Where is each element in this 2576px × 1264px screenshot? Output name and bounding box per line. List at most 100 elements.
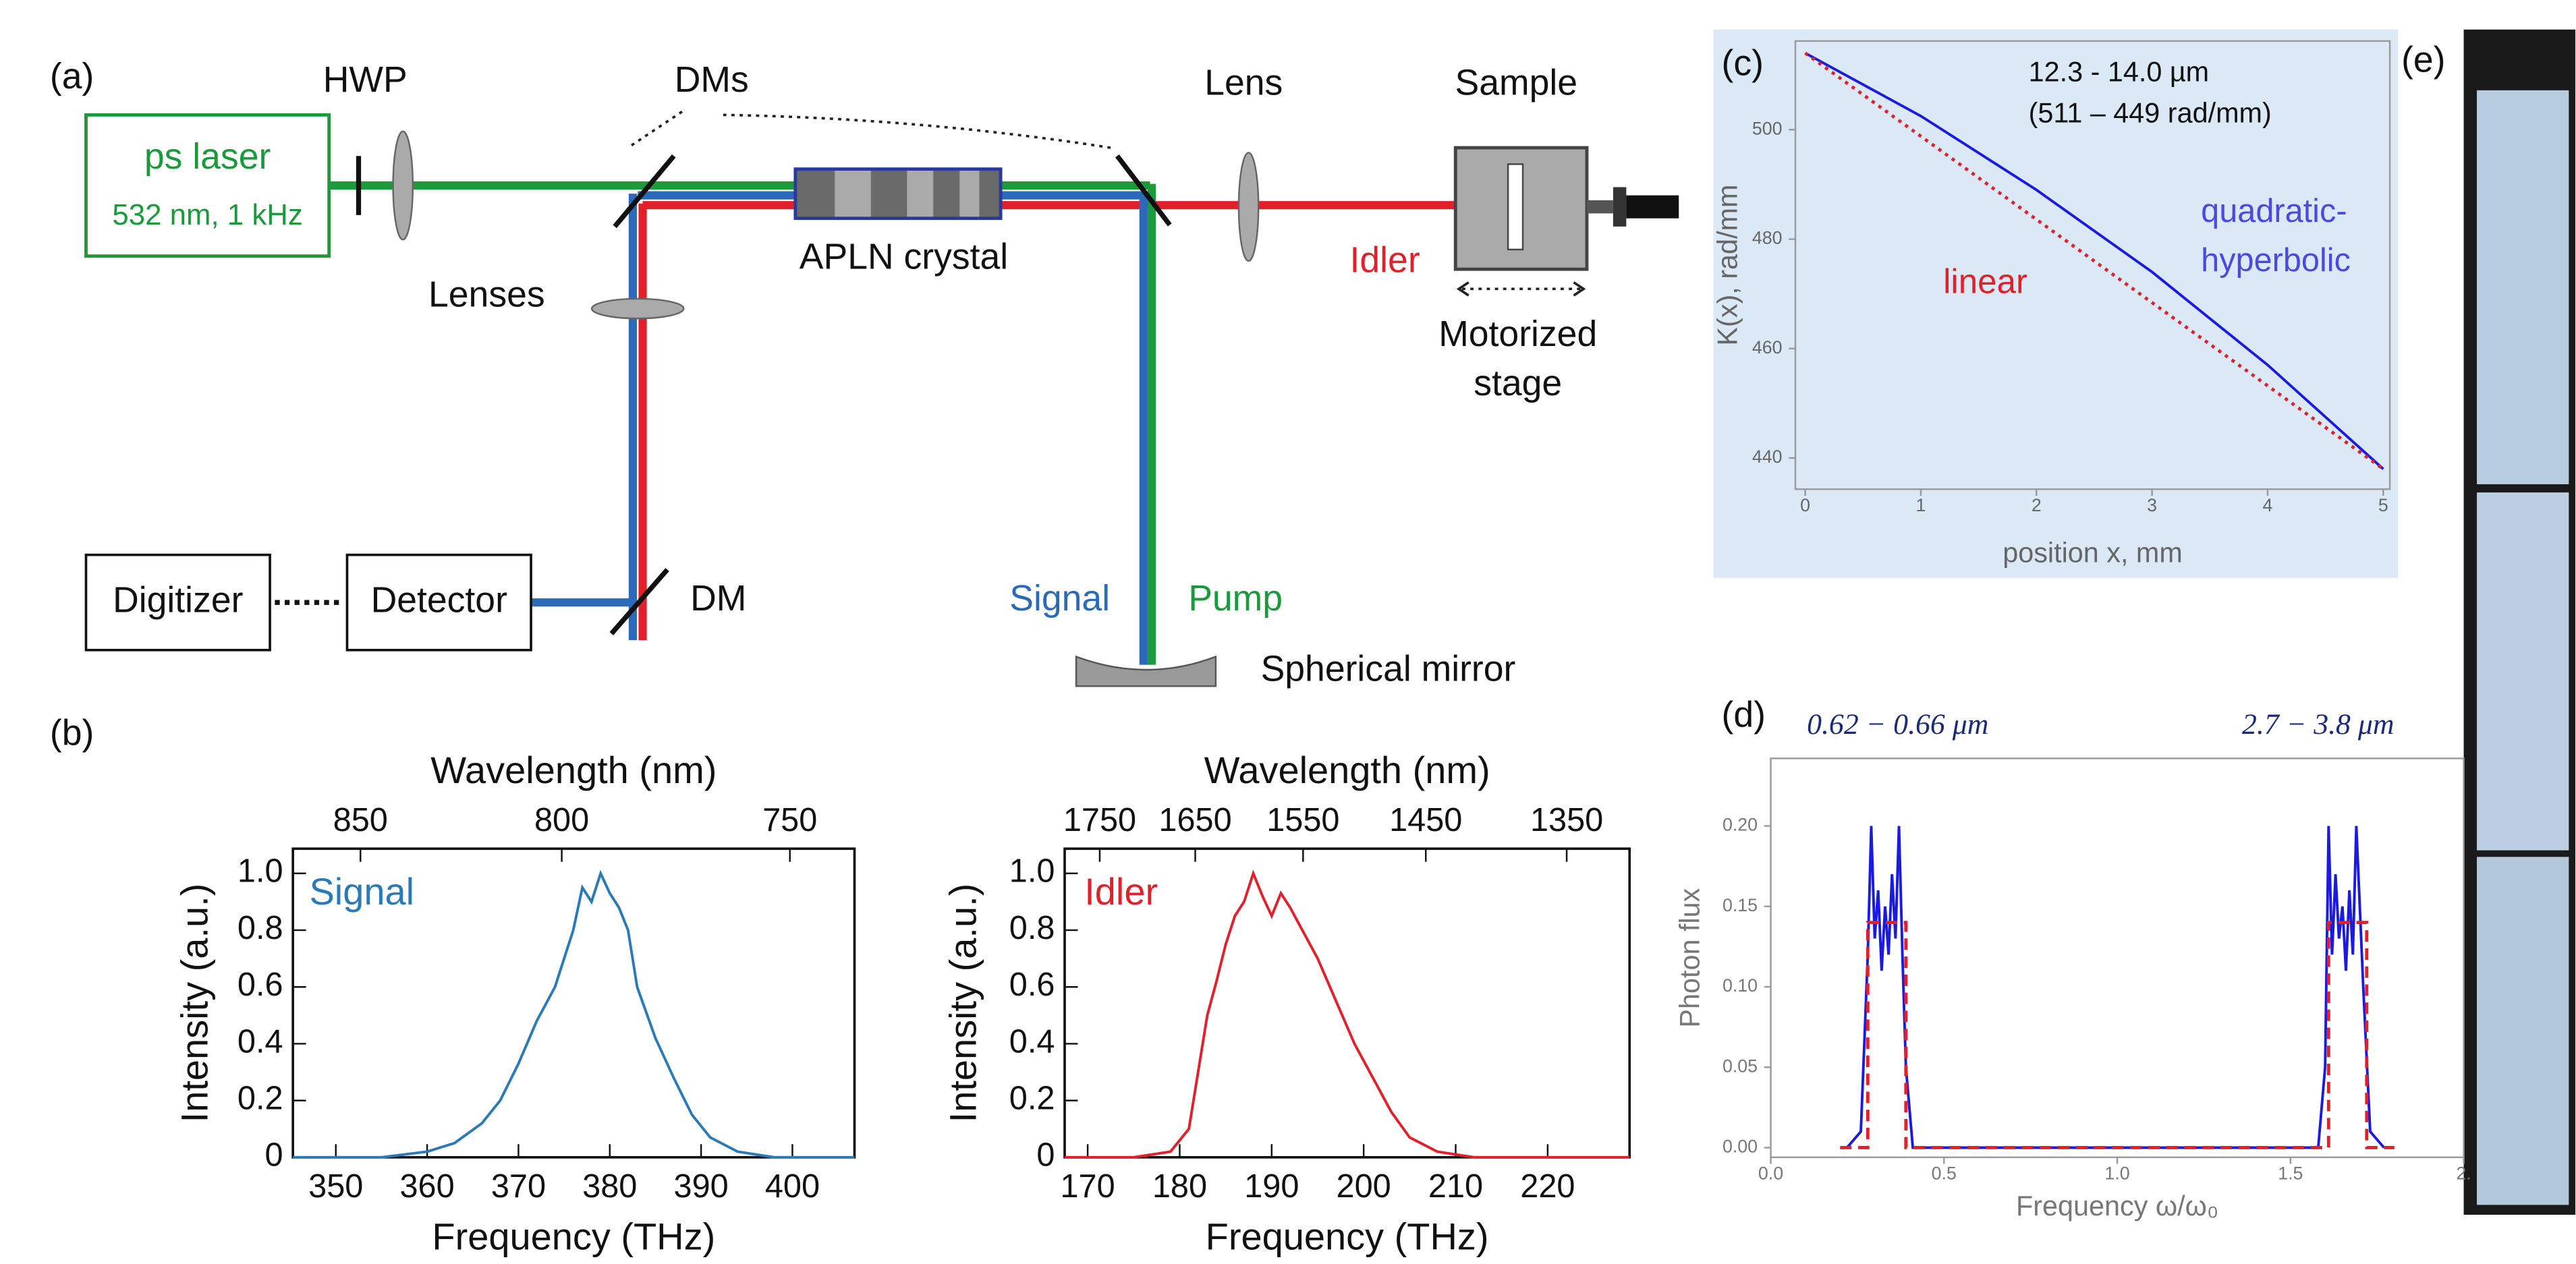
detector-box <box>345 553 532 652</box>
lens-label: Lens <box>1204 63 1283 103</box>
idler-label: Idler <box>1350 241 1420 281</box>
y-tick-label: 0.6 <box>1009 967 1055 1003</box>
annotation: Idler <box>1084 870 1158 913</box>
digitizer-label: Digitizer <box>113 580 243 620</box>
panel-label: (d) <box>1722 695 1766 735</box>
x2-tick-label: 1550 <box>1266 802 1339 838</box>
y-axis-label: Photon flux <box>1675 888 1706 1027</box>
chart: 0.00 0.05 0.10 0.15 0.20 0.0 0.5 1.0 1.5 2. Freque… <box>1675 695 2471 1222</box>
y-tick-label: 0.10 <box>1723 975 1758 996</box>
sample-photo <box>2463 29 2576 1215</box>
x2-tick-label: 800 <box>534 802 589 838</box>
digitizer-box <box>84 553 271 652</box>
lens <box>1237 152 1260 262</box>
panel-label: (b) <box>50 713 94 753</box>
y-tick-label: 0.8 <box>1009 910 1055 946</box>
x-tick-label: 5 <box>2378 495 2388 515</box>
y-tick-label: 1.0 <box>1009 853 1055 890</box>
series-line <box>1846 826 2385 1149</box>
laser-box <box>84 113 331 258</box>
x-tick-label: 360 <box>399 1168 454 1205</box>
dm-label: DM <box>690 579 746 619</box>
plot-background <box>1713 29 2399 578</box>
x-tick-label: 3 <box>2147 495 2157 515</box>
y-tick-label: 0.2 <box>1009 1080 1055 1116</box>
series-line <box>1840 921 2395 1149</box>
y-tick-label: 1.0 <box>237 853 283 890</box>
setup-diagram: (a) ps laser 532 nm, 1 kHz HWP DMs APLN … <box>50 57 1679 689</box>
y-tick-label: 500 <box>1752 118 1783 138</box>
annotation: 12.3 - 14.0 µm <box>2029 56 2210 87</box>
x-tick-label: 0.0 <box>1758 1163 1783 1183</box>
annotation: (511 – 449 rad/mm) <box>2029 97 2272 128</box>
stage-rod <box>1586 200 1613 214</box>
plot-frame <box>1770 757 2465 1159</box>
dms-label: DMs <box>675 60 749 100</box>
series-line <box>293 869 855 1159</box>
sample-label: Sample <box>1455 63 1578 103</box>
pointer <box>627 110 1111 149</box>
crystal-label: APLN crystal <box>800 237 1008 277</box>
sample <box>1507 163 1524 251</box>
mirror-label: Spherical mirror <box>1261 650 1516 689</box>
x2-tick-label: 1450 <box>1389 802 1462 838</box>
x-tick-label: 4 <box>2263 495 2273 515</box>
annotation: quadratic- <box>2201 193 2347 229</box>
pump-label: Pump <box>1188 579 1283 619</box>
y-tick-label: 460 <box>1752 337 1783 357</box>
stage-label: Motorized <box>1438 314 1597 354</box>
x-tick-label: 1.0 <box>2104 1163 2129 1183</box>
y-axis-label: Intensity (a.u.) <box>173 884 216 1123</box>
stage-label: stage <box>1474 364 1562 403</box>
series-line <box>1065 869 1630 1159</box>
plot-frame <box>291 847 856 1159</box>
y-tick-label: 0.4 <box>237 1023 283 1060</box>
x-axis-label: Frequency (THz) <box>1206 1215 1489 1257</box>
x2-tick-label: 1750 <box>1063 802 1136 838</box>
x-tick-label: 380 <box>582 1168 637 1205</box>
x2-tick-label: 850 <box>333 802 388 838</box>
detector-label: Detector <box>371 580 507 620</box>
lens <box>392 130 414 241</box>
x-tick-label: 400 <box>765 1168 820 1205</box>
x-tick-label: 200 <box>1337 1168 1391 1205</box>
dichroic-mirror <box>613 154 676 229</box>
signal-label: Signal <box>1009 579 1110 619</box>
x-tick-label: 1 <box>1915 495 1926 515</box>
panel-label: (e) <box>2401 40 2445 80</box>
y-tick-label: 0.2 <box>237 1080 283 1116</box>
y-tick-label: 440 <box>1752 447 1783 467</box>
annotation: Signal <box>309 870 414 913</box>
lens <box>590 297 685 320</box>
y-tick-label: 0 <box>264 1137 283 1174</box>
hwp-label: HWP <box>323 60 408 100</box>
x-tick-label: 390 <box>674 1168 729 1205</box>
y-tick-label: 0.4 <box>1009 1023 1055 1060</box>
x2-tick-label: 1350 <box>1530 802 1603 838</box>
y-tick-label: 480 <box>1752 228 1783 248</box>
y-axis-label: K(x), rad/mm <box>1712 185 1743 346</box>
panel-label: (a) <box>50 57 94 96</box>
x-axis-label: Frequency (THz) <box>432 1215 715 1257</box>
plot-frame <box>1063 847 1631 1159</box>
x-tick-label: 0 <box>1800 495 1810 515</box>
y-tick-label: 0.8 <box>237 910 283 946</box>
annotation: linear <box>1943 262 2027 301</box>
y-tick-label: 0 <box>1036 1137 1055 1174</box>
laser-spec: 532 nm, 1 kHz <box>112 198 302 231</box>
crystal-domains <box>835 171 980 217</box>
x-axis-label: position x, mm <box>2003 538 2183 569</box>
x-tick-label: 210 <box>1428 1168 1483 1205</box>
annotation: 2.7 − 3.8 μm <box>2242 708 2395 741</box>
dichroic-mirror <box>609 568 669 635</box>
plot-frame <box>1794 40 2391 490</box>
series-line <box>1804 51 2384 471</box>
x2-axis-label: Wavelength (nm) <box>1204 749 1490 791</box>
x-tick-label: 2. <box>2456 1163 2471 1183</box>
spherical-mirror <box>1075 655 1217 687</box>
x-tick-label: 220 <box>1520 1168 1575 1205</box>
stage-knob <box>1613 187 1627 227</box>
stage-arrow <box>1456 281 1586 297</box>
